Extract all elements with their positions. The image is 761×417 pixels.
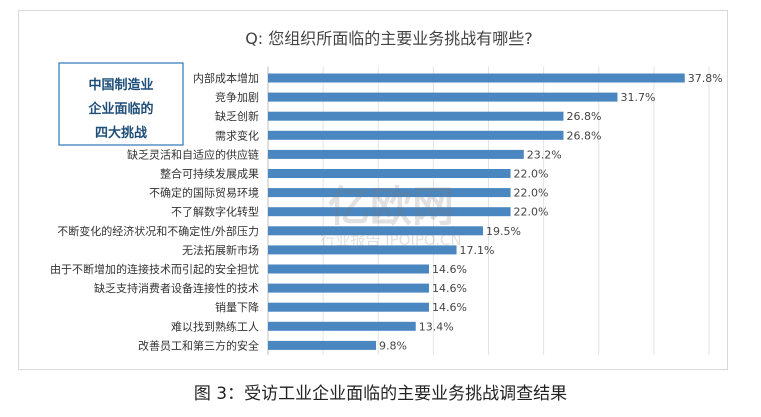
data-label: 26.8% bbox=[566, 129, 601, 142]
bar bbox=[268, 73, 685, 83]
bar bbox=[268, 264, 429, 274]
label-layer: 内部成本增加 37.8% 竞争加剧 31.7% 缺乏创新 26.8% 需求变化 26.8% 缺乏… bbox=[50, 71, 723, 352]
data-label: 26.8% bbox=[566, 110, 601, 123]
category-label: 不了解数字化转型 bbox=[171, 205, 259, 219]
bar bbox=[268, 188, 511, 198]
data-label: 23.2% bbox=[527, 148, 562, 161]
bar bbox=[268, 169, 511, 178]
category-label: 销量下降 bbox=[215, 300, 259, 314]
watermark-sub: 行业报告 IPOIPO.CN bbox=[320, 231, 461, 249]
category-label: 竞争加剧 bbox=[215, 90, 259, 104]
data-label: 19.5% bbox=[486, 225, 521, 238]
data-label: 22.0% bbox=[514, 187, 549, 200]
annotation-line: 中国制造业 bbox=[88, 77, 153, 93]
category-label: 由于不断增加的连接技术而引起的安全担忧 bbox=[50, 262, 259, 276]
watermark-logo: 亿欧网 行业报告 IPOIPO.CN bbox=[320, 182, 461, 249]
data-label: 31.7% bbox=[620, 91, 655, 104]
data-label: 9.8% bbox=[379, 339, 407, 352]
category-label: 不确定的国际贸易环境 bbox=[149, 186, 259, 200]
data-label: 14.6% bbox=[432, 301, 467, 314]
bar-layer bbox=[268, 73, 685, 350]
bar bbox=[268, 149, 524, 159]
bar bbox=[268, 321, 416, 331]
data-label: 22.0% bbox=[514, 168, 549, 181]
category-label: 整合可持续发展成果 bbox=[160, 167, 259, 181]
bar bbox=[268, 340, 377, 350]
data-label: 37.8% bbox=[688, 72, 723, 85]
annotation-text: 中国制造业企业面临的四大挑战 bbox=[87, 77, 153, 141]
chart-title: Q: 您组织所面临的主要业务挑战有哪些? bbox=[245, 29, 533, 48]
category-label: 内部成本增加 bbox=[193, 71, 259, 85]
bar bbox=[268, 283, 429, 293]
category-label: 改善员工和第三方的安全 bbox=[138, 338, 259, 352]
annotation-line: 四大挑战 bbox=[95, 125, 147, 141]
bar bbox=[268, 302, 429, 312]
bar-chart: 内部成本增加 37.8% 竞争加剧 31.7% 缺乏创新 26.8% 需求变化 26.8% 缺乏… bbox=[50, 29, 723, 355]
bar bbox=[268, 226, 483, 236]
bar bbox=[268, 130, 564, 140]
annotation-line: 企业面临的 bbox=[87, 101, 153, 117]
data-label: 13.4% bbox=[419, 320, 454, 333]
data-label: 14.6% bbox=[432, 282, 467, 295]
bar bbox=[268, 111, 564, 121]
bar bbox=[268, 92, 618, 102]
data-label: 17.1% bbox=[460, 244, 495, 257]
bar bbox=[268, 245, 457, 255]
chart-frame: 内部成本增加 37.8% 竞争加剧 31.7% 缺乏创新 26.8% 需求变化 26.8% 缺乏… bbox=[18, 10, 728, 370]
data-label: 22.0% bbox=[514, 206, 549, 219]
figure-caption: 图 3：受访工业企业面临的主要业务挑战调查结果 bbox=[193, 384, 568, 404]
watermark-main: 亿欧网 bbox=[328, 182, 454, 231]
annotation-box: 中国制造业企业面临的四大挑战 bbox=[58, 62, 184, 146]
category-label: 需求变化 bbox=[215, 128, 259, 142]
data-label: 14.6% bbox=[432, 263, 467, 276]
category-label: 难以找到熟练工人 bbox=[171, 319, 259, 333]
category-label: 缺乏创新 bbox=[215, 109, 259, 123]
category-label: 缺乏灵活和自适应的供应链 bbox=[127, 147, 259, 161]
bar bbox=[268, 207, 511, 217]
category-label: 无法拓展新市场 bbox=[182, 243, 259, 257]
category-label: 缺乏支持消费者设备连接性的技术 bbox=[94, 281, 259, 295]
category-label: 不断变化的经济状况和不确定性/外部压力 bbox=[57, 224, 259, 238]
